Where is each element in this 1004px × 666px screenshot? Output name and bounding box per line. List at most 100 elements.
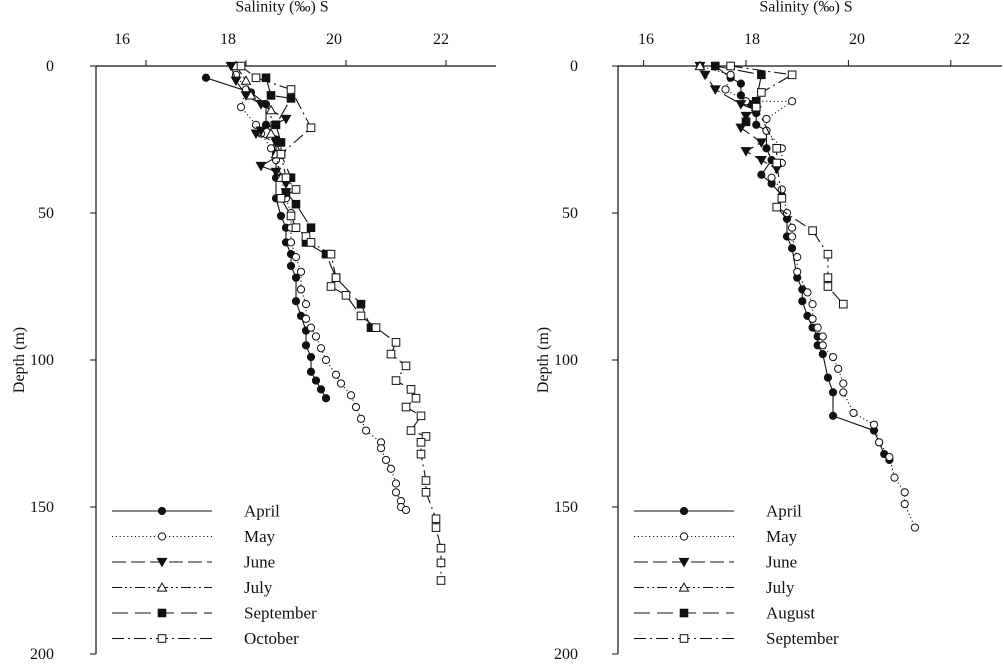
left-data-point (296, 267, 306, 276)
right-data-point (740, 111, 752, 122)
right-data-point (757, 88, 766, 97)
left-data-point (255, 161, 267, 172)
right-data-point (828, 388, 838, 397)
left-data-point (386, 464, 396, 473)
left-data-point (391, 376, 401, 385)
left-data-point (286, 211, 296, 221)
right-data-point (828, 411, 838, 420)
right-data-point (787, 244, 797, 253)
left-data-point (351, 402, 361, 412)
right-legend-marker (679, 532, 689, 541)
right-series-line (699, 65, 916, 528)
left-y-tick-label: 0 (46, 58, 54, 75)
left-data-point (301, 341, 311, 350)
left-data-point (356, 311, 366, 321)
left-data-point (376, 444, 386, 453)
right-y-tick-label: 50 (562, 205, 578, 222)
left-y-tick-label: 200 (30, 646, 54, 663)
right-data-point (838, 299, 848, 309)
left-data-point (291, 223, 301, 232)
left-data-point (331, 370, 341, 379)
left-data-point (411, 393, 421, 403)
right-legend-marker (679, 608, 689, 618)
right-legend-entry: August (634, 604, 815, 623)
right-data-point (875, 438, 884, 447)
right-data-point (818, 341, 827, 350)
left-y-tick-label: 50 (38, 205, 54, 222)
left-data-point (306, 352, 316, 362)
left-data-point (391, 479, 401, 488)
right-data-point (787, 232, 797, 241)
left-data-point (356, 414, 366, 423)
right-legend-marker (678, 557, 690, 568)
right-data-point (823, 373, 833, 382)
left-data-point (291, 199, 301, 209)
right-data-point (699, 70, 711, 81)
right-legend-entry: May (634, 527, 798, 546)
right-series-may (695, 61, 920, 532)
left-legend-label: May (244, 527, 276, 546)
right-data-point (869, 420, 879, 429)
left-legend-marker (157, 608, 167, 618)
right-legend-entry: July (634, 578, 795, 597)
right-data-point (736, 91, 745, 100)
left-data-point (401, 505, 411, 515)
left-data-point (386, 349, 396, 359)
left-x-tick-label: 20 (326, 31, 342, 48)
left-data-point (371, 323, 381, 332)
left-legend-marker (156, 557, 168, 568)
right-data-point (735, 100, 747, 110)
right-data-point (890, 473, 899, 482)
right-data-point (787, 70, 797, 80)
right-legend-marker (679, 634, 689, 643)
right-data-point (721, 85, 730, 94)
left-data-point (326, 249, 336, 259)
left-data-point (436, 558, 446, 568)
right-data-point (777, 185, 786, 194)
left-legend-entry: July (112, 578, 273, 597)
right-data-point (818, 332, 827, 341)
left-legend-entry: April (112, 502, 280, 521)
left-data-point (356, 299, 366, 309)
left-y-axis-title: Depth (m) (11, 327, 28, 393)
left-data-point (291, 297, 301, 306)
right-data-point (839, 379, 848, 388)
left-data-point (306, 367, 316, 376)
right-legend-entry: June (634, 553, 797, 572)
right-data-point (710, 61, 720, 71)
right-legend-marker (678, 582, 690, 592)
right-legend-entry: April (634, 502, 802, 521)
right-data-point (793, 253, 802, 262)
left-data-point (326, 282, 336, 291)
right-data-point (808, 300, 817, 309)
right-panel: Salinity (‰) S 16 18 20 22 0 50 100 150 … (535, 0, 970, 663)
left-x-tick-label: 16 (114, 31, 130, 48)
left-data-point (391, 488, 401, 497)
right-series-line (715, 65, 763, 123)
left-data-point (276, 138, 286, 147)
left-data-point (436, 543, 446, 553)
left-data-point (416, 449, 426, 459)
left-data-point (301, 232, 311, 241)
right-data-point (762, 114, 771, 124)
left-data-point (316, 344, 326, 353)
left-data-point (201, 73, 211, 82)
left-data-point (416, 411, 426, 421)
right-y-tick-label: 100 (554, 352, 578, 369)
right-data-point (808, 314, 817, 323)
left-legend-marker (157, 506, 167, 516)
left-data-point (401, 402, 411, 412)
right-data-point (736, 79, 745, 88)
right-legend-label: June (766, 553, 797, 572)
left-series-line (265, 77, 372, 328)
left-data-point (381, 455, 391, 465)
left-data-point (406, 426, 416, 435)
right-y-tick-label: 0 (570, 58, 578, 75)
right-x-tick-label: 20 (849, 31, 865, 48)
right-data-point (787, 97, 797, 106)
right-data-point (767, 173, 776, 182)
right-data-point (823, 282, 833, 291)
left-data-point (236, 103, 246, 112)
left-data-point (321, 394, 331, 403)
right-data-point (755, 138, 767, 148)
